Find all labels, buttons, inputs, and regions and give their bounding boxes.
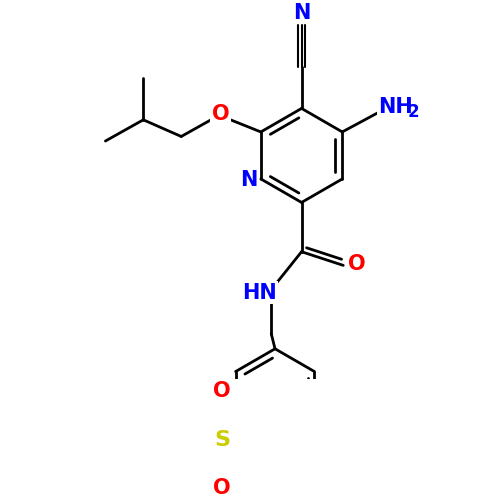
Text: HN: HN [242, 282, 276, 302]
Text: N: N [240, 170, 258, 190]
Text: O: O [212, 104, 230, 124]
Text: NH: NH [378, 97, 412, 117]
Text: 2: 2 [408, 103, 420, 121]
Text: O: O [213, 478, 231, 498]
Text: O: O [348, 254, 366, 274]
Text: O: O [213, 382, 231, 402]
Text: N: N [293, 3, 310, 23]
Text: S: S [214, 430, 230, 450]
